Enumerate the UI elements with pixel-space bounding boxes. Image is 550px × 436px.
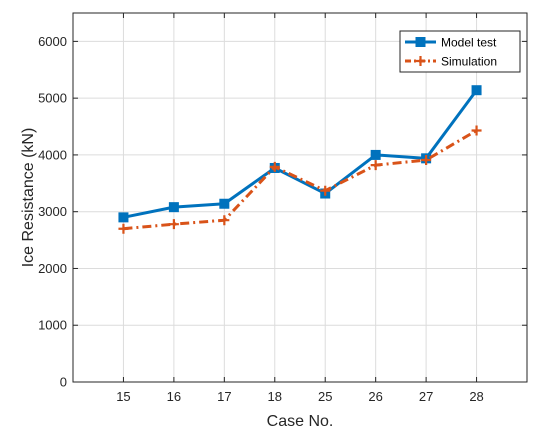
data-point-1-4 [320,185,331,196]
series-line-1 [123,129,478,231]
data-point-1-3 [269,161,280,172]
data-point-1-0 [118,223,129,234]
legend: Model test Simulation [399,30,521,73]
y-axis-title: Ice Resistance (kN) [20,128,37,268]
x-tick-label: 17 [217,389,231,404]
x-tick-label: 16 [167,389,181,404]
legend-marker-0 [415,37,426,47]
x-tick-label: 28 [469,389,483,404]
series-1 [118,125,482,234]
y-tick-label: 2000 [38,261,67,276]
x-axis: 15 16 17 18 25 26 27 28 [116,13,484,404]
legend-item-0: Model test [405,36,497,50]
data-point-0-1 [168,202,179,213]
y-tick-label: 0 [60,375,67,390]
data-point-0-0 [118,212,129,223]
x-tick-label: 18 [268,389,282,404]
y-axis: 0 1000 2000 3000 4000 5000 6000 [38,34,527,390]
data-point-0-2 [219,198,230,209]
data-point-1-1 [168,219,179,230]
data-point-1-2 [219,215,230,226]
legend-label-0: Model test [441,36,497,50]
series-layer [118,85,482,234]
plot-frame [72,12,528,383]
grid [73,13,527,383]
data-point-0-7 [471,85,482,96]
series-0 [118,85,482,223]
legend-marker-1 [415,56,426,66]
y-tick-label: 5000 [38,91,67,106]
data-point-1-5 [370,160,381,171]
data-point-1-7 [471,125,482,136]
series-line-0 [123,89,478,219]
y-tick-label: 6000 [38,34,67,49]
x-tick-label: 26 [368,389,382,404]
x-axis-title: Case No. [267,413,334,430]
data-point-1-6 [421,155,432,166]
y-tick-label: 3000 [38,204,67,219]
legend-item-1: Simulation [405,55,497,69]
x-tick-label: 25 [318,389,332,404]
y-tick-label: 4000 [38,147,67,162]
x-tick-label: 27 [419,389,433,404]
legend-label-1: Simulation [441,55,497,69]
y-tick-label: 1000 [38,318,67,333]
x-tick-label: 15 [116,389,130,404]
data-point-0-5 [370,149,381,160]
